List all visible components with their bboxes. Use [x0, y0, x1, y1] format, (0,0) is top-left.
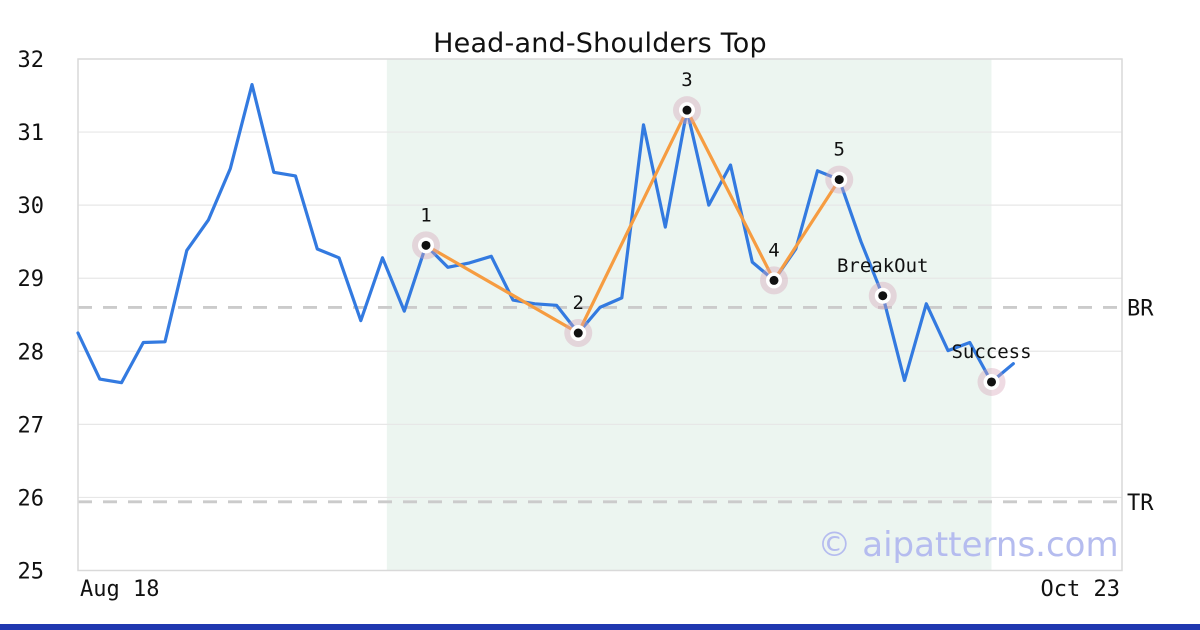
watermark: © aipatterns.com	[817, 525, 1119, 565]
plot-frame	[77, 58, 1123, 572]
point-label: 4	[768, 239, 779, 261]
point-marker	[834, 175, 844, 185]
y-tick-label: 31	[18, 121, 45, 146]
point-marker	[769, 275, 779, 285]
pattern-zone	[386, 59, 992, 571]
price-line	[76, 83, 1015, 385]
y-tick-label: 28	[18, 340, 45, 365]
y-tick-label: 25	[18, 560, 45, 585]
point-label: 3	[681, 69, 692, 91]
y-tick-label: 30	[18, 194, 45, 219]
point-label: Success	[951, 341, 1031, 363]
point-marker	[573, 328, 583, 338]
y-tick-label: 27	[18, 413, 45, 438]
y-tick-label: 32	[18, 48, 45, 73]
chart-title: Head-and-Shoulders Top	[433, 28, 767, 59]
y-tick-label: 29	[18, 267, 45, 292]
point-label: 1	[420, 204, 431, 226]
point-marker	[682, 105, 692, 115]
bottom-accent-bar	[0, 624, 1200, 630]
level-label: BR	[1127, 296, 1154, 321]
point-marker	[878, 291, 888, 301]
point-marker	[987, 377, 996, 387]
level-label: TR	[1127, 491, 1154, 516]
point-label: 2	[573, 292, 584, 314]
point-label: 5	[834, 139, 845, 161]
point-label: BreakOut	[837, 255, 929, 277]
x-tick-end: Oct 23	[1040, 577, 1120, 602]
y-tick-label: 26	[18, 486, 45, 511]
point-marker	[421, 240, 431, 250]
x-tick-start: Aug 18	[80, 577, 160, 602]
